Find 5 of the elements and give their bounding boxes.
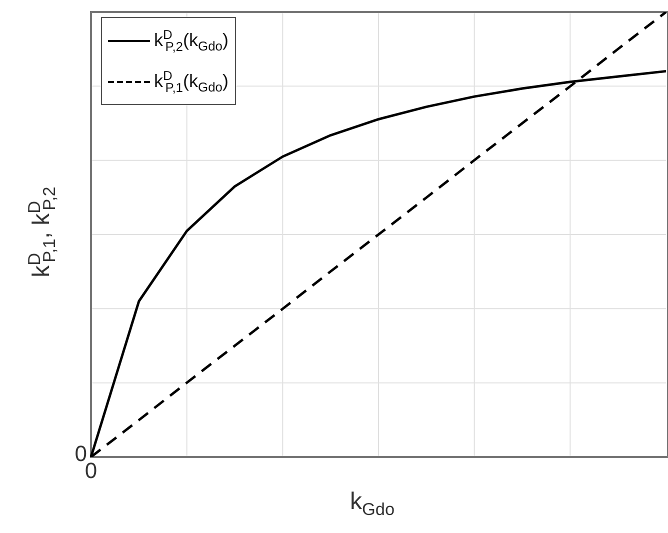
- x-axis-title: k$_{Gdo}$: [350, 488, 395, 520]
- legend-label: k$^{D}$$_{P,1}$(k$_{Gdo}$): [154, 68, 228, 95]
- text: 0: [84, 458, 98, 484]
- legend-label: k$^{D}$$_{P,2}$(k$_{Gdo}$): [154, 27, 228, 54]
- text: 0: [74, 441, 87, 466]
